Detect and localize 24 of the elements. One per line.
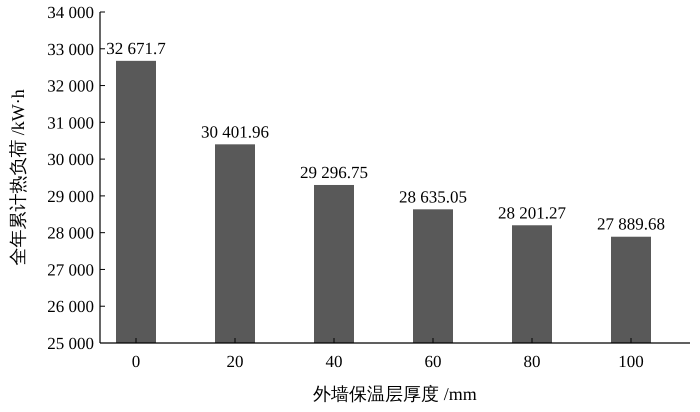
x-tick-label: 80 — [524, 352, 540, 371]
y-tick-label: 31 000 — [47, 113, 94, 132]
y-tick-label: 27 000 — [47, 260, 94, 280]
y-tick-label: 32 000 — [47, 76, 94, 96]
y-tick-label: 34 000 — [47, 3, 94, 22]
data-label: 32 671.7 — [106, 38, 166, 58]
x-axis-title: 外墙保温层厚度 /mm — [313, 384, 477, 404]
data-label: 28 201.27 — [498, 203, 566, 222]
data-label: 28 635.05 — [399, 187, 467, 206]
y-tick-label: 25 000 — [47, 334, 94, 353]
y-tick-label: 26 000 — [47, 297, 94, 316]
data-label: 29 296.75 — [300, 162, 368, 182]
x-tick-label: 100 — [618, 352, 644, 371]
data-label: 30 401.96 — [201, 122, 269, 142]
y-tick-label: 28 000 — [47, 224, 94, 243]
y-tick-label: 29 000 — [47, 186, 94, 206]
y-tick-label: 33 000 — [47, 40, 94, 59]
x-tick-label: 60 — [424, 352, 442, 371]
x-tick-label: 20 — [226, 352, 244, 371]
y-tick-label: 30 000 — [47, 150, 94, 170]
x-tick-label: 40 — [326, 352, 342, 371]
y-axis-title: 全年累计热负荷 /kW·h — [8, 89, 28, 266]
x-tick-label: 0 — [132, 352, 140, 371]
data-label: 27 889.68 — [597, 214, 665, 234]
